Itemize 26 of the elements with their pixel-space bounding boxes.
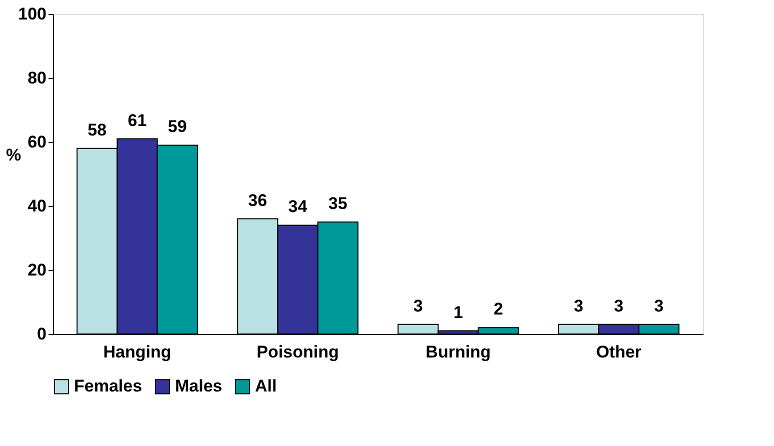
data-label: 61 <box>128 110 147 130</box>
data-label: 59 <box>168 117 187 136</box>
data-label: 3 <box>574 296 584 316</box>
x-tick-label: Burning <box>426 342 491 362</box>
y-tick-label: 80 <box>28 68 46 88</box>
legend-label: All <box>255 376 277 396</box>
y-tick-label: 20 <box>28 260 46 280</box>
y-tick-label: 60 <box>28 132 46 152</box>
data-label: 58 <box>88 120 107 140</box>
x-tick-label: Poisoning <box>256 342 339 362</box>
y-tick-label: 100 <box>18 4 46 24</box>
y-tick-label: 40 <box>28 196 46 216</box>
legend-label: Males <box>175 376 222 396</box>
x-tick-label: Other <box>596 342 642 362</box>
y-axis-title: % <box>6 146 22 164</box>
data-label: 36 <box>248 190 268 210</box>
data-label: 2 <box>494 300 504 319</box>
data-label: 1 <box>454 302 463 322</box>
data-label: 34 <box>288 197 308 216</box>
y-tick-label: 0 <box>37 324 46 344</box>
data-label: 3 <box>614 296 624 316</box>
data-label: 3 <box>654 296 664 316</box>
legend-label: Females <box>74 376 142 396</box>
data-label: 35 <box>328 194 348 213</box>
x-tick-label: Hanging <box>103 342 172 362</box>
data-label: 3 <box>413 296 423 316</box>
